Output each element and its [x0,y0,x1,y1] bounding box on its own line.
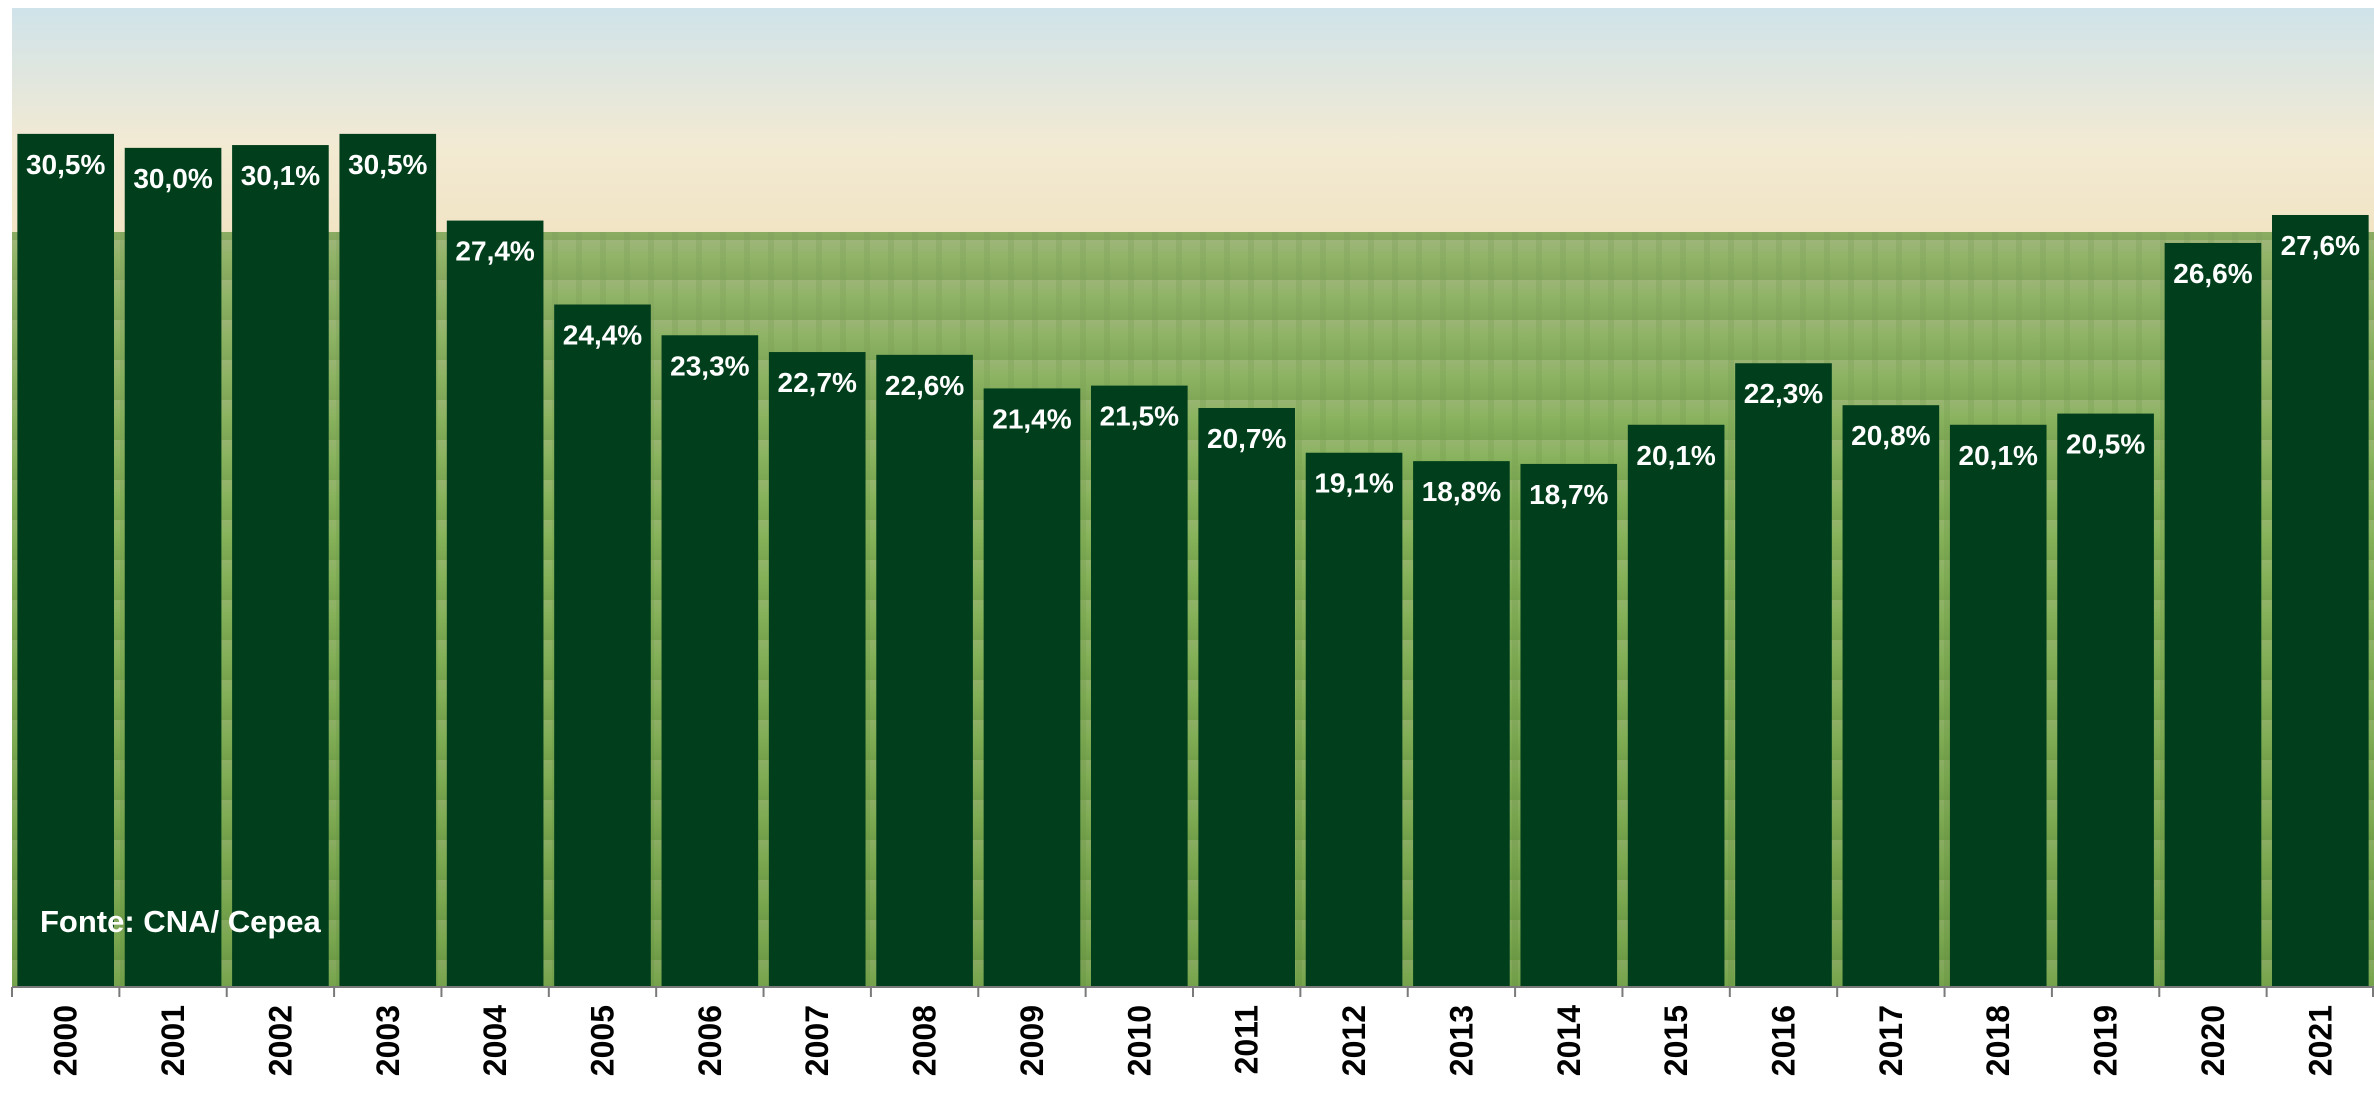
value-label: 22,6% [885,370,964,401]
bar [1520,463,1618,987]
x-tick-label: 2009 [1014,1005,1050,1076]
x-tick-label: 2016 [1766,1005,1802,1076]
bar [446,220,544,987]
bar [2272,214,2369,987]
value-label: 21,4% [992,403,1071,434]
value-label: 30,5% [348,149,427,180]
x-tick-label: 2000 [48,1005,84,1076]
bar [124,147,222,987]
x-tick-label: 2019 [2088,1005,2124,1076]
bar [2057,413,2154,988]
x-tick-label: 2004 [477,1005,513,1076]
value-label: 22,3% [1744,378,1823,409]
x-tick-label: 2021 [2302,1005,2338,1076]
value-label: 30,0% [133,163,212,194]
x-tick-label: 2008 [907,1005,943,1076]
x-tick-label: 2006 [692,1005,728,1076]
value-label: 20,5% [2066,429,2145,460]
source-note: Fonte: CNA/ Cepea [40,904,322,939]
bar [1091,385,1188,988]
value-label: 20,1% [1959,440,2038,471]
bar [1627,424,1725,987]
x-tick-label: 2005 [585,1005,621,1076]
bar [17,133,114,987]
value-label: 24,4% [563,319,642,350]
bar [876,354,973,987]
bar [1413,461,1510,987]
value-label: 27,6% [2281,230,2360,261]
x-tick-label: 2002 [262,1005,298,1076]
value-label: 30,1% [241,160,320,191]
value-label: 30,5% [26,149,105,180]
bar [1198,407,1295,987]
value-label: 19,1% [1314,468,1393,499]
x-tick-label: 2007 [799,1005,835,1076]
x-tick-label: 2003 [370,1005,406,1076]
bar [983,388,1081,987]
value-label: 18,8% [1422,476,1501,507]
value-label: 27,4% [455,236,534,267]
x-tick-label: 2020 [2195,1005,2231,1076]
value-label: 22,7% [778,367,857,398]
bar [1842,405,1940,987]
x-tick-label: 2011 [1229,1005,1265,1074]
x-tick-label: 2017 [1873,1005,1909,1076]
bar [768,352,866,987]
x-tick-label: 2015 [1658,1005,1694,1076]
bar [1305,452,1403,987]
x-tick-label: 2014 [1551,1005,1587,1076]
value-label: 26,6% [2173,258,2252,289]
value-label: 23,3% [670,350,749,381]
bar [554,304,651,987]
x-tick-label: 2012 [1336,1005,1372,1076]
x-tick-label: 2018 [1980,1005,2016,1076]
value-label: 20,1% [1636,440,1715,471]
value-label: 20,7% [1207,423,1286,454]
bar [1735,363,1832,987]
x-tick-label: 2010 [1121,1005,1157,1076]
plot-area: 30,5% 30,0% 30,1% 30,5% 27,4% 24,4% 23,3% 22,7%… [17,133,2369,988]
value-label: 18,7% [1529,479,1608,510]
bar [2164,242,2262,987]
value-label: 21,5% [1100,401,1179,432]
value-label: 20,8% [1851,420,1930,451]
bar [339,133,437,987]
x-tick-label: 2013 [1443,1005,1479,1076]
x-tick-label: 2001 [155,1005,191,1076]
bar [232,145,329,987]
bar [661,335,759,987]
bar [1949,424,2047,987]
